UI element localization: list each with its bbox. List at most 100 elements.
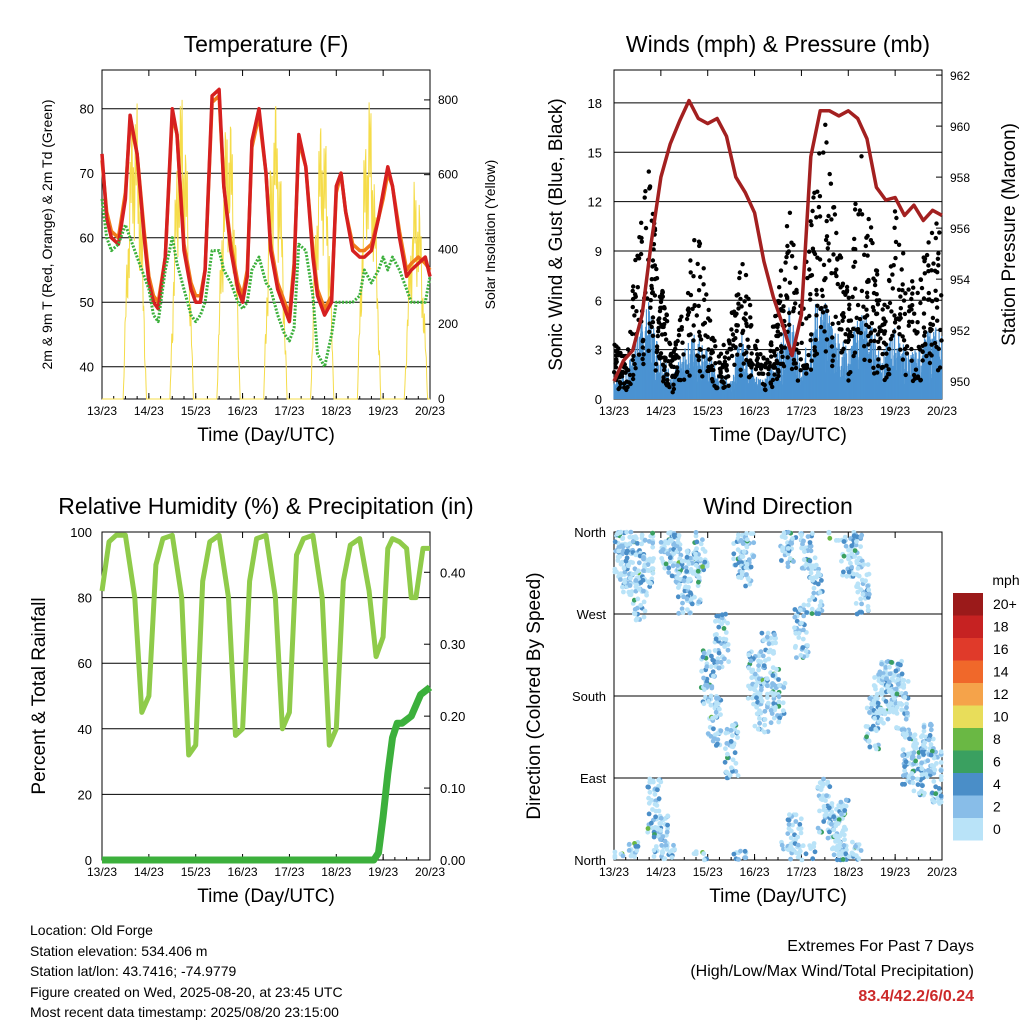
direction-point xyxy=(785,560,791,566)
direction-point xyxy=(663,561,669,567)
gust-point xyxy=(778,332,783,337)
gust-point xyxy=(848,318,854,323)
direction-point xyxy=(652,801,658,807)
gust-point xyxy=(909,296,914,302)
gust-point xyxy=(632,361,637,367)
direction-point xyxy=(698,556,703,562)
direction-point xyxy=(711,673,716,679)
direction-point xyxy=(645,562,651,567)
direction-point xyxy=(761,663,767,668)
gust-point xyxy=(875,363,881,369)
direction-point xyxy=(785,817,791,823)
gust-point xyxy=(705,334,710,340)
gust-point xyxy=(859,288,865,294)
direction-point xyxy=(801,538,806,544)
y-tick-label: 60 xyxy=(80,231,94,246)
elevation-text: Station elevation: 534.406 m xyxy=(30,942,208,959)
gust-point xyxy=(896,242,902,247)
direction-point xyxy=(938,760,944,765)
gust-point xyxy=(853,286,858,291)
direction-point xyxy=(739,554,745,559)
direction-point xyxy=(795,854,801,860)
gust-point xyxy=(768,380,773,385)
direction-point xyxy=(902,768,907,774)
direction-point xyxy=(638,602,644,608)
direction-point xyxy=(764,695,770,700)
direction-point xyxy=(821,804,827,809)
direction-point xyxy=(919,760,925,766)
gust-point xyxy=(824,140,829,145)
direction-point xyxy=(702,857,707,863)
direction-point xyxy=(676,533,682,538)
direction-point xyxy=(839,558,844,564)
direction-point xyxy=(797,607,803,613)
direction-point xyxy=(811,844,817,850)
direction-point xyxy=(905,710,910,716)
x-tick-label: 17/23 xyxy=(786,865,816,879)
direction-point xyxy=(894,711,900,716)
gust-point xyxy=(909,358,914,363)
direction-point xyxy=(799,620,804,626)
direction-point xyxy=(937,801,942,806)
gust-point xyxy=(781,304,786,309)
direction-point xyxy=(675,594,681,600)
y-tick-label: North xyxy=(574,853,606,868)
recent-data-text: Most recent data timestamp: 2025/08/20 2… xyxy=(30,1004,339,1020)
direction-point xyxy=(799,857,805,863)
direction-point xyxy=(780,708,786,714)
direction-point xyxy=(634,582,640,588)
direction-point xyxy=(929,748,935,754)
gust-point xyxy=(912,311,917,316)
gust-point xyxy=(618,381,623,386)
direction-point xyxy=(669,573,675,579)
gust-point xyxy=(733,313,738,318)
y2-tick-label: 962 xyxy=(950,69,970,83)
gust-point xyxy=(700,374,705,379)
gust-point xyxy=(901,338,907,343)
gust-point xyxy=(647,185,653,190)
x-tick-label: 16/23 xyxy=(228,404,258,418)
gust-point xyxy=(856,330,861,335)
direction-point xyxy=(623,558,629,564)
direction-point xyxy=(639,532,645,538)
direction-point xyxy=(744,537,750,542)
direction-point xyxy=(819,578,824,583)
gust-point xyxy=(926,240,931,245)
gust-point xyxy=(833,314,838,319)
direction-point xyxy=(866,738,872,744)
y2-tick-label: 954 xyxy=(950,273,970,287)
direction-point xyxy=(848,560,853,566)
direction-point xyxy=(658,779,664,785)
gust-point xyxy=(726,374,731,379)
direction-point xyxy=(905,679,911,684)
direction-point xyxy=(688,590,693,596)
direction-point xyxy=(879,687,885,693)
gust-point xyxy=(869,321,875,326)
direction-point xyxy=(805,602,811,608)
gust-point xyxy=(653,361,659,367)
direction-point xyxy=(801,557,807,563)
gust-point xyxy=(859,212,865,217)
direction-point xyxy=(895,681,901,687)
gust-point xyxy=(827,171,832,177)
gust-point xyxy=(834,230,839,236)
direction-point xyxy=(932,767,938,773)
direction-point xyxy=(872,684,878,689)
direction-point xyxy=(757,716,762,721)
direction-point xyxy=(802,549,807,554)
direction-point xyxy=(651,556,656,561)
direction-point xyxy=(854,560,860,566)
direction-point xyxy=(771,692,776,698)
gust-point xyxy=(675,338,680,344)
direction-point xyxy=(843,543,849,549)
gust-point xyxy=(636,256,642,261)
gust-point xyxy=(880,307,885,312)
direction-point xyxy=(865,604,871,609)
direction-point xyxy=(801,602,807,608)
gust-point xyxy=(850,294,855,300)
temp_2m-line xyxy=(100,87,432,324)
direction-point xyxy=(776,694,782,700)
gust-point xyxy=(646,169,651,174)
direction-point xyxy=(910,754,915,760)
